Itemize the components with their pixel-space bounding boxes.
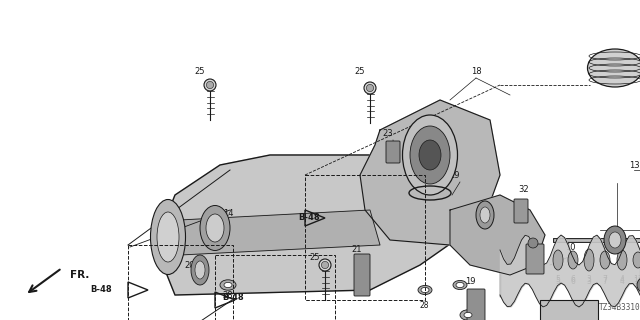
Text: 5: 5	[556, 276, 561, 284]
Circle shape	[637, 277, 640, 293]
Ellipse shape	[453, 280, 467, 290]
Circle shape	[364, 82, 376, 94]
Ellipse shape	[617, 250, 627, 270]
Text: 20: 20	[185, 260, 195, 269]
Ellipse shape	[200, 205, 230, 251]
Text: 28: 28	[462, 317, 472, 320]
Ellipse shape	[403, 115, 458, 195]
Text: 3: 3	[587, 277, 591, 286]
Polygon shape	[450, 195, 545, 275]
Text: 32: 32	[518, 186, 529, 195]
Text: 25: 25	[355, 68, 365, 76]
Text: 4: 4	[620, 276, 625, 284]
Text: TZ34B3310: TZ34B3310	[599, 303, 640, 313]
Ellipse shape	[584, 249, 594, 271]
Bar	[128, 245, 233, 320]
Polygon shape	[360, 100, 500, 245]
Text: 7: 7	[603, 277, 607, 286]
Ellipse shape	[419, 140, 441, 170]
Text: 11: 11	[633, 276, 640, 284]
Ellipse shape	[604, 226, 626, 254]
Text: 4: 4	[620, 277, 625, 286]
Ellipse shape	[157, 212, 179, 262]
Text: B-48: B-48	[90, 285, 111, 294]
Text: 23: 23	[383, 129, 394, 138]
Text: 11: 11	[633, 277, 640, 286]
Text: 7: 7	[603, 276, 607, 284]
Ellipse shape	[464, 312, 472, 317]
Ellipse shape	[553, 250, 563, 270]
Ellipse shape	[421, 287, 429, 292]
FancyBboxPatch shape	[467, 289, 485, 320]
Ellipse shape	[195, 261, 205, 279]
Text: 29: 29	[450, 171, 460, 180]
Polygon shape	[155, 155, 470, 295]
Ellipse shape	[206, 214, 224, 242]
Ellipse shape	[480, 207, 490, 223]
Circle shape	[528, 238, 538, 248]
Ellipse shape	[191, 255, 209, 285]
Circle shape	[319, 259, 331, 271]
Text: 3: 3	[587, 276, 591, 284]
Bar	[540, 300, 598, 320]
Text: 27: 27	[530, 229, 540, 238]
Text: 25: 25	[310, 253, 320, 262]
FancyBboxPatch shape	[514, 199, 528, 223]
Ellipse shape	[220, 280, 236, 290]
Circle shape	[204, 79, 216, 91]
Text: 8: 8	[574, 306, 580, 315]
Text: 14: 14	[223, 209, 233, 218]
Circle shape	[321, 261, 328, 268]
Text: 18: 18	[470, 68, 481, 76]
FancyBboxPatch shape	[526, 244, 544, 274]
Polygon shape	[180, 210, 380, 255]
Ellipse shape	[456, 282, 464, 288]
Text: 6: 6	[571, 277, 575, 286]
Ellipse shape	[600, 251, 610, 269]
Ellipse shape	[568, 251, 578, 269]
Text: 13: 13	[628, 161, 639, 170]
Ellipse shape	[633, 252, 640, 268]
Ellipse shape	[418, 285, 432, 294]
Text: 28: 28	[223, 292, 234, 300]
Ellipse shape	[588, 49, 640, 87]
Text: B-48: B-48	[298, 213, 319, 222]
Circle shape	[366, 84, 374, 92]
Text: 19: 19	[465, 277, 476, 286]
FancyBboxPatch shape	[386, 141, 400, 163]
Text: B-48: B-48	[222, 293, 244, 302]
Text: 28: 28	[419, 301, 429, 310]
FancyBboxPatch shape	[354, 254, 370, 296]
Text: FR.: FR.	[70, 270, 90, 280]
Text: 24: 24	[535, 249, 545, 258]
Text: 25: 25	[195, 68, 205, 76]
Text: 10: 10	[564, 244, 575, 252]
Ellipse shape	[150, 199, 186, 275]
Ellipse shape	[460, 310, 476, 320]
Ellipse shape	[224, 282, 232, 288]
Text: 21: 21	[352, 245, 362, 254]
Circle shape	[206, 81, 214, 89]
Text: 5: 5	[556, 277, 561, 286]
Ellipse shape	[476, 201, 494, 229]
Ellipse shape	[410, 126, 450, 184]
Bar	[215, 255, 335, 320]
Ellipse shape	[609, 232, 621, 248]
Bar	[305, 175, 425, 300]
Text: 6: 6	[571, 276, 575, 284]
Text: 22: 22	[484, 201, 495, 210]
